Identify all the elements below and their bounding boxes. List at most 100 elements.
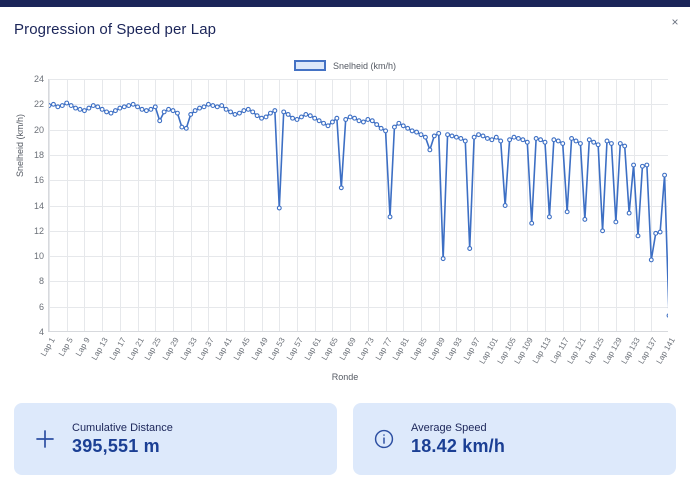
card-cumulative-distance[interactable]: Cumulative Distance 395,551 m: [14, 403, 337, 475]
x-axis-tick-label: Lap 57: [284, 336, 305, 362]
y-axis-tick-label: 22: [33, 99, 44, 110]
gridline-vertical: [243, 79, 245, 331]
gridline-vertical: [456, 79, 458, 331]
gridline-horizontal: [49, 281, 668, 283]
gridline-vertical: [314, 79, 316, 331]
gridline-vertical: [545, 79, 546, 331]
gridline-vertical: [137, 79, 139, 331]
gridline-vertical: [438, 79, 440, 331]
gridline-vertical: [102, 79, 104, 331]
gridline-vertical: [474, 79, 476, 331]
gridline-horizontal: [49, 180, 668, 182]
x-axis-tick-label: Lap 73: [355, 336, 376, 362]
legend-swatch-snelheid: [293, 60, 326, 71]
x-axis-tick-label: Lap 85: [408, 336, 429, 362]
gridline-vertical: [84, 79, 86, 331]
gridline-vertical: [297, 79, 298, 331]
gridline-vertical: [651, 79, 653, 331]
gridline-horizontal: [49, 154, 668, 156]
x-axis-tick-label: Lap 77: [373, 336, 394, 362]
gridline-vertical: [509, 79, 511, 331]
gridline-vertical: [66, 79, 68, 331]
gridline-vertical: [527, 79, 529, 331]
gridline-vertical: [332, 79, 334, 331]
x-axis-title: Ronde: [331, 372, 359, 382]
gridline-vertical: [208, 79, 210, 331]
gridline-vertical: [190, 79, 192, 331]
card-value: 395,551 m: [72, 435, 160, 456]
speed-chart: Snelheid (km/h) Snelheid (km/h) 4 6 8 10 12 1…: [0, 52, 690, 392]
x-axis-tick-label: Lap 13: [89, 336, 110, 362]
gridline-vertical: [261, 79, 263, 331]
gridline-horizontal: [49, 104, 668, 106]
plus-icon: [32, 426, 58, 452]
x-axis-tick-label: Lap 29: [160, 336, 181, 362]
x-axis-tick-label: Lap 69: [337, 336, 358, 362]
legend-label-snelheid: Snelheid (km/h): [332, 60, 397, 71]
x-axis-tick-label: Lap 37: [196, 336, 217, 362]
gridline-vertical: [155, 79, 157, 331]
x-axis-tick-label: Lap 17: [107, 336, 128, 362]
x-axis-tick-label: Lap 45: [231, 336, 252, 362]
x-axis-tick-label: Lap 61: [302, 336, 323, 362]
x-axis-tick-label: Lap 65: [320, 336, 341, 362]
y-axis-tick-label: 6: [38, 301, 44, 312]
x-axis-tick-label: Lap 93: [444, 336, 465, 362]
gridline-vertical: [403, 79, 405, 331]
card-value: 18.42 km/h: [411, 435, 506, 456]
gridline-vertical: [598, 79, 600, 331]
gridline-vertical: [49, 79, 50, 331]
gridline-vertical: [491, 79, 493, 331]
gridline-vertical: [119, 79, 121, 331]
gridline-vertical: [226, 79, 228, 331]
gridline-vertical: [580, 79, 582, 331]
y-axis-tick-label: 14: [33, 200, 44, 211]
y-axis-title: Snelheid (km/h): [15, 113, 25, 177]
x-axis-tick-label: Lap 89: [426, 336, 447, 362]
card-text: Average Speed 18.42 km/h: [411, 422, 505, 457]
y-axis-tick-label: 18: [33, 149, 44, 160]
gridline-vertical: [562, 79, 564, 331]
gridline-horizontal: [49, 256, 668, 258]
chart-canvas: [49, 79, 668, 331]
card-label: Average Speed: [411, 421, 487, 434]
y-axis-tick-label: 10: [33, 251, 44, 262]
x-axis-tick-label: Lap 1: [38, 336, 57, 358]
gridline-horizontal: [49, 230, 668, 232]
card-text: Cumulative Distance 395,551 m: [72, 422, 173, 457]
y-axis-tick-label: 12: [33, 225, 44, 236]
y-axis-tick-label: 24: [33, 74, 44, 84]
window-chrome-strip: [0, 0, 690, 7]
gridline-horizontal: [49, 306, 668, 308]
chart-legend[interactable]: Snelheid (km/h): [0, 60, 690, 71]
gridline-vertical: [367, 79, 369, 331]
series-snelheid: [49, 100, 668, 318]
y-axis-tick-label: 16: [33, 175, 44, 186]
x-axis-tick-label: Lap 9: [74, 336, 93, 358]
x-axis-tick-label: Lap 49: [249, 336, 270, 362]
gridline-vertical: [173, 79, 174, 331]
gridline-horizontal: [49, 79, 668, 80]
x-axis-tick-label: Lap 5: [56, 336, 75, 358]
page-title: Progression of Speed per Lap: [14, 21, 217, 38]
y-axis-tick-label: 4: [38, 327, 44, 337]
x-axis-tick-label: Lap 41: [213, 336, 234, 362]
gridline-vertical: [385, 79, 387, 331]
gridline-vertical: [633, 79, 635, 331]
card-average-speed[interactable]: Average Speed 18.42 km/h: [353, 403, 676, 475]
gridline-vertical: [421, 79, 422, 331]
x-axis-tick-label: Lap 21: [125, 336, 146, 362]
y-axis-tick-label: 8: [38, 276, 44, 287]
stat-cards: Cumulative Distance 395,551 m Average Sp…: [0, 403, 690, 475]
x-axis-tick-label: Lap 33: [178, 336, 199, 362]
chart-plot-area: Snelheid (km/h) 4 6 8 10 12 14 16 18 20 22 24 Lap 1…: [15, 74, 677, 366]
modal-dialog: × Progression of Speed per Lap Snelheid …: [0, 7, 690, 480]
gridline-horizontal: [49, 205, 668, 207]
gridline-horizontal: [49, 129, 668, 131]
info-icon: [371, 426, 397, 452]
close-icon[interactable]: ×: [667, 14, 683, 30]
gridline-vertical: [350, 79, 352, 331]
card-label: Cumulative Distance: [72, 421, 173, 434]
y-axis-tick-label: 20: [33, 124, 44, 135]
